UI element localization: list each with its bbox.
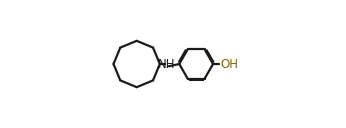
Text: NH: NH	[158, 57, 175, 71]
Text: OH: OH	[221, 57, 239, 71]
